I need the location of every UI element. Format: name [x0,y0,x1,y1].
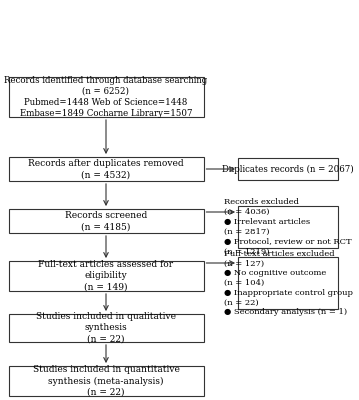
Text: Studies included in quantitative
synthesis (meta-analysis)
(n = 22): Studies included in quantitative synthes… [33,365,180,397]
Bar [238,206,338,248]
Bar [9,261,204,291]
Text: Records excluded
(n = 4036)
● Irrelevant articles
(n = 2817)
● Protocol, review : Records excluded (n = 4036) ● Irrelevant… [224,198,352,256]
Text: Full-text articles excluded
(n = 127)
● No cognitive outcome
(n = 104)
● Inappro: Full-text articles excluded (n = 127) ● … [224,250,353,316]
Text: Records identified through database searching
(n = 6252)
Pubmed=1448 Web of Scie: Records identified through database sear… [4,76,208,118]
Bar [238,257,338,309]
Text: Full-text articles assessed for
eligibility
(n = 149): Full-text articles assessed for eligibil… [38,260,173,292]
Text: Records after duplicates removed
(n = 4532): Records after duplicates removed (n = 45… [28,159,184,179]
Bar [9,314,204,342]
Text: Studies included in qualitative
synthesis
(n = 22): Studies included in qualitative synthesi… [36,312,176,344]
Bar [9,157,204,181]
Text: Records screened
(n = 4185): Records screened (n = 4185) [65,211,147,231]
Bar [9,209,204,233]
Bar [9,77,204,117]
Bar [9,366,204,396]
Text: Duplicates records (n = 2067): Duplicates records (n = 2067) [222,164,354,174]
Bar [238,158,338,180]
